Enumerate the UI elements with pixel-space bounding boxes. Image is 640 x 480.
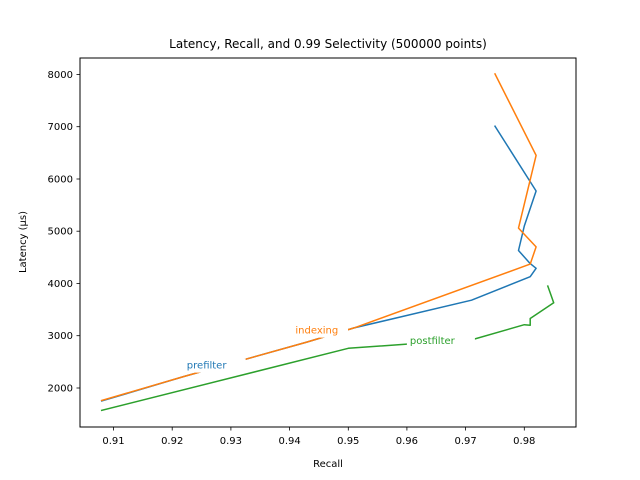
series-label-background — [292, 323, 348, 338]
series-label-prefilter: prefilter — [187, 361, 228, 372]
x-tick-label: 0.95 — [337, 436, 359, 447]
series-label-indexing: indexing — [295, 326, 338, 337]
series-label-background — [183, 358, 246, 373]
x-tick-label: 0.92 — [161, 436, 183, 447]
series-label-background — [406, 334, 475, 349]
x-tick-label: 0.96 — [396, 436, 418, 447]
x-tick-label: 0.94 — [278, 436, 300, 447]
x-tick-label: 0.98 — [513, 436, 535, 447]
plot-area: prefilter indexing postfilter — [100, 72, 555, 412]
y-axis-title: Latency (µs) — [18, 211, 29, 273]
y-tick-label: 4000 — [48, 279, 73, 290]
y-tick-label: 3000 — [48, 331, 73, 342]
x-axis: 0.91 0.92 0.93 0.94 0.95 0.96 0.97 0.98 — [102, 427, 535, 447]
x-tick-label: 0.93 — [220, 436, 242, 447]
y-tick-label: 8000 — [48, 70, 73, 81]
y-axis: 2000 3000 4000 5000 6000 7000 8000 — [48, 70, 80, 395]
chart-title: Latency, Recall, and 0.99 Selectivity (5… — [169, 37, 487, 51]
x-tick-label: 0.97 — [454, 436, 476, 447]
y-tick-label: 7000 — [48, 122, 73, 133]
x-tick-label: 0.91 — [102, 436, 124, 447]
x-axis-title: Recall — [313, 459, 343, 470]
y-tick-label: 6000 — [48, 175, 73, 186]
series-line-postfilter — [100, 285, 555, 412]
y-tick-label: 5000 — [48, 227, 73, 238]
plot-frame — [79, 57, 577, 428]
y-tick-label: 2000 — [48, 384, 73, 395]
series-label-postfilter: postfilter — [410, 336, 456, 347]
